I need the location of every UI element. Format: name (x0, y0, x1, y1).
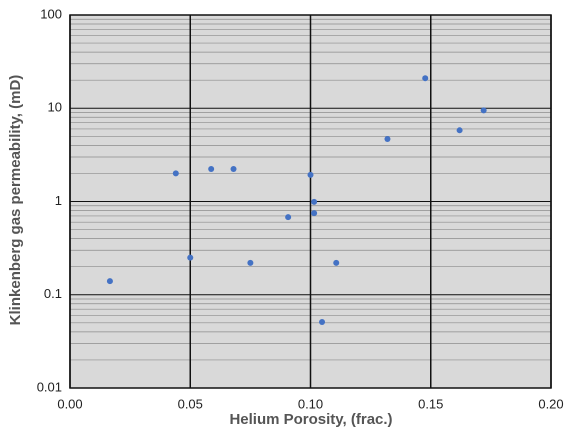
y-tick-label: 10 (48, 100, 62, 115)
point (480, 107, 487, 114)
y-tick-label: 0.01 (37, 379, 62, 394)
point (456, 127, 463, 134)
y-tick-label: 1 (55, 193, 62, 208)
x-axis-title: Helium Porosity, (frac.) (229, 411, 392, 428)
point (422, 75, 429, 82)
x-tick-label: 0.00 (57, 396, 82, 411)
point (230, 166, 237, 173)
point (384, 135, 391, 142)
point (106, 278, 113, 285)
y-tick-label: 0.1 (44, 286, 62, 301)
point (172, 170, 179, 177)
point (319, 319, 326, 326)
point (247, 259, 254, 266)
y-axis-title: Klinkenberg gas permeability, (mD) (7, 75, 24, 326)
point (311, 198, 318, 205)
point (187, 254, 194, 261)
x-tick-label: 0.15 (418, 396, 443, 411)
point (307, 171, 314, 178)
point (208, 166, 215, 173)
point (333, 259, 340, 266)
y-tick-label: 100 (40, 6, 62, 21)
x-tick-label: 0.10 (298, 396, 323, 411)
point (311, 210, 318, 217)
point (285, 214, 292, 221)
plot-border (69, 14, 552, 389)
x-tick-label: 0.20 (538, 396, 563, 411)
x-tick-label: 0.05 (178, 396, 203, 411)
